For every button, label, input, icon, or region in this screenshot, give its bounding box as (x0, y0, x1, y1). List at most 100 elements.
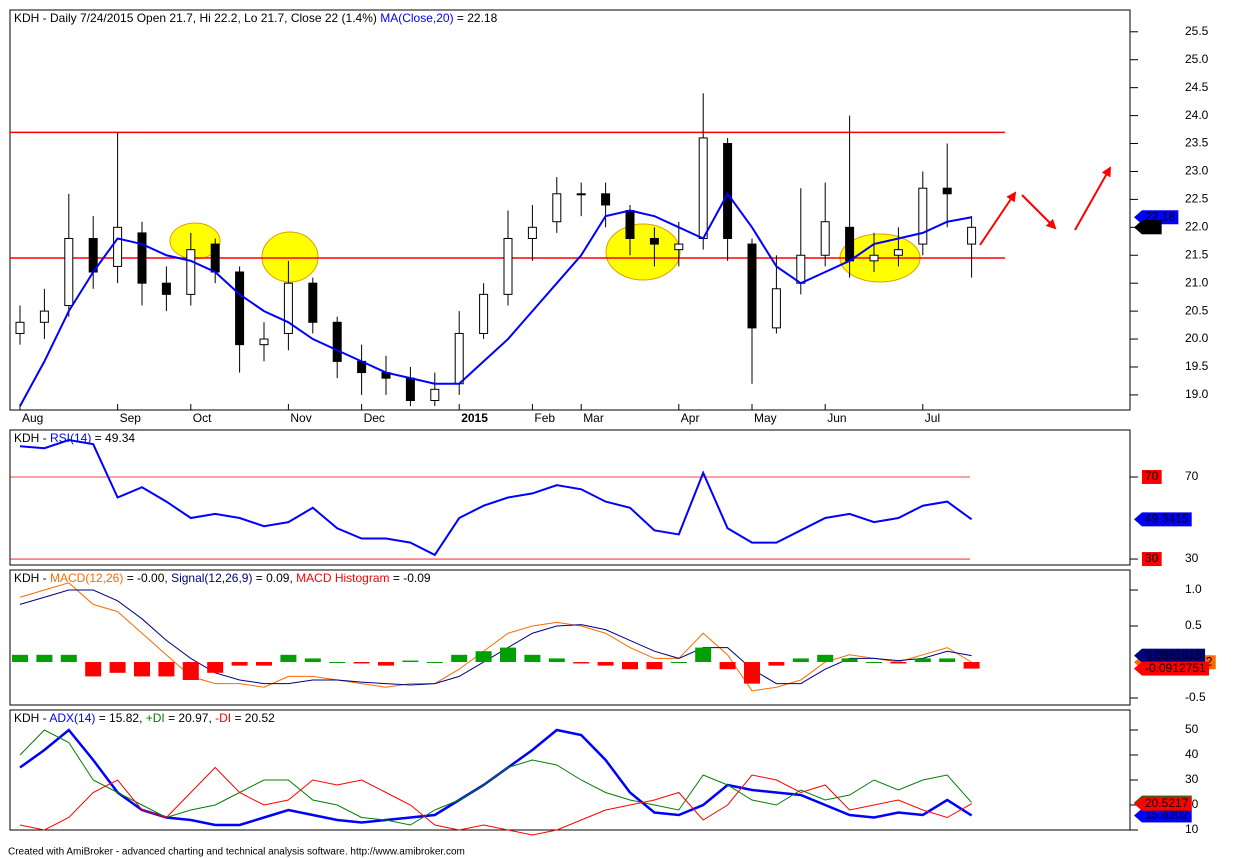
histogram-bar (85, 662, 102, 677)
candle-body (39, 310, 49, 323)
histogram-bar (256, 662, 272, 666)
title-part: = 49.34 (91, 431, 135, 445)
series-line (19, 191, 972, 407)
candle-body (308, 282, 318, 323)
histogram-bar (280, 654, 297, 663)
candle-body (454, 332, 464, 385)
pane-frame (9, 709, 1131, 831)
title-part: = 20.97, (165, 711, 215, 725)
candle-body (576, 193, 586, 196)
histogram-bar (451, 654, 468, 663)
candle-body (210, 243, 220, 273)
y-tick-label: 20.0 (1185, 331, 1209, 345)
x-tick-label: Feb (534, 411, 555, 425)
end-value-label: 22 (1145, 219, 1159, 233)
highlight (605, 223, 681, 281)
y-tick-label: 23.0 (1185, 164, 1209, 178)
histogram-bar (134, 662, 150, 677)
candle-body (893, 249, 903, 256)
arrow (979, 191, 1017, 246)
series-line (19, 766, 972, 836)
histogram-bar (744, 662, 760, 684)
candle-body (137, 232, 147, 284)
end-value-box (1142, 512, 1192, 527)
histogram-bar (109, 662, 126, 673)
arrow (1021, 194, 1057, 230)
histogram-bar (500, 647, 516, 663)
histogram-bar (890, 662, 907, 664)
pane-title: KDH - Daily 7/24/2015 Open 21.7, Hi 22.2… (14, 11, 498, 25)
candle-body (527, 226, 537, 239)
candle-body (283, 282, 293, 334)
candle-body (552, 193, 562, 223)
candle-body (332, 321, 342, 362)
histogram-bar (353, 662, 370, 664)
end-value-box (1142, 808, 1192, 823)
pane-frame (9, 9, 1131, 411)
candle-body (503, 237, 513, 295)
histogram-bar (719, 662, 736, 670)
candle-body (942, 187, 952, 195)
y-tick-label: 24.5 (1185, 80, 1209, 94)
title-part: MACD(12,26) (50, 571, 123, 585)
candle-body (918, 187, 928, 245)
end-value-box (1142, 796, 1192, 811)
title-part: KDH - (14, 711, 49, 725)
title-part: KDH - (14, 571, 50, 585)
histogram-bar (695, 647, 712, 663)
end-value-pointer (1134, 220, 1142, 235)
end-value-box (1142, 220, 1162, 235)
histogram-bar (548, 658, 565, 663)
reference-box (1142, 552, 1162, 567)
candle-body (601, 193, 611, 206)
y-tick-label: 20.5 (1185, 303, 1209, 317)
title-part: = -0.00, (123, 571, 171, 585)
end-value-box (1142, 661, 1210, 676)
histogram-bar (426, 662, 443, 664)
end-value-label: 15.8202 (1145, 808, 1189, 822)
y-tick-label: 21.0 (1185, 275, 1209, 289)
series-line (19, 729, 972, 826)
histogram-bar (597, 662, 614, 666)
end-value-label: 49.3415 (1145, 512, 1189, 526)
histogram-bar (402, 660, 419, 663)
reference-label: 30 (1145, 551, 1159, 565)
reference-box (1142, 469, 1162, 484)
candle-body (649, 237, 659, 245)
end-value-pointer (1134, 808, 1142, 823)
histogram-bar (646, 662, 663, 670)
end-value-pointer (1134, 512, 1142, 527)
x-tick-label: Mar (583, 411, 604, 425)
title-part: MA(Close,20) (380, 11, 453, 25)
histogram-bar (12, 654, 28, 663)
x-tick-label: Aug (22, 411, 43, 425)
candle-body (235, 271, 245, 346)
candle-body (186, 249, 196, 295)
pane-title: KDH - MACD(12,26) = -0.00, Signal(12,26,… (14, 571, 431, 585)
candle-body (820, 221, 830, 256)
end-value-pointer (1134, 210, 1142, 225)
pane-title: KDH - ADX(14) = 15.82, +DI = 20.97, -DI … (14, 711, 275, 725)
y-tick-label: 19.0 (1185, 387, 1209, 401)
histogram-bar (182, 662, 199, 681)
histogram-bar (158, 662, 175, 677)
y-tick-label: 23.5 (1185, 136, 1209, 150)
histogram-bar (207, 662, 224, 673)
reference-label: 70 (1145, 469, 1159, 483)
histogram-bar (573, 662, 590, 664)
title-part: MACD Histogram (296, 571, 389, 585)
highlight (261, 231, 319, 283)
candle-body (771, 288, 781, 329)
y-tick-label: 10 (1185, 822, 1199, 836)
y-tick-label: -0.5 (1185, 690, 1206, 704)
histogram-bar (378, 662, 394, 666)
title-part: KDH - (14, 431, 50, 445)
candle-body (15, 321, 25, 334)
histogram-bar (304, 658, 321, 663)
title-part: = 0.09, (252, 571, 296, 585)
histogram-bar (231, 662, 248, 666)
histogram-bar (670, 662, 687, 664)
histogram-bar (475, 651, 492, 663)
candle-body (845, 226, 855, 262)
